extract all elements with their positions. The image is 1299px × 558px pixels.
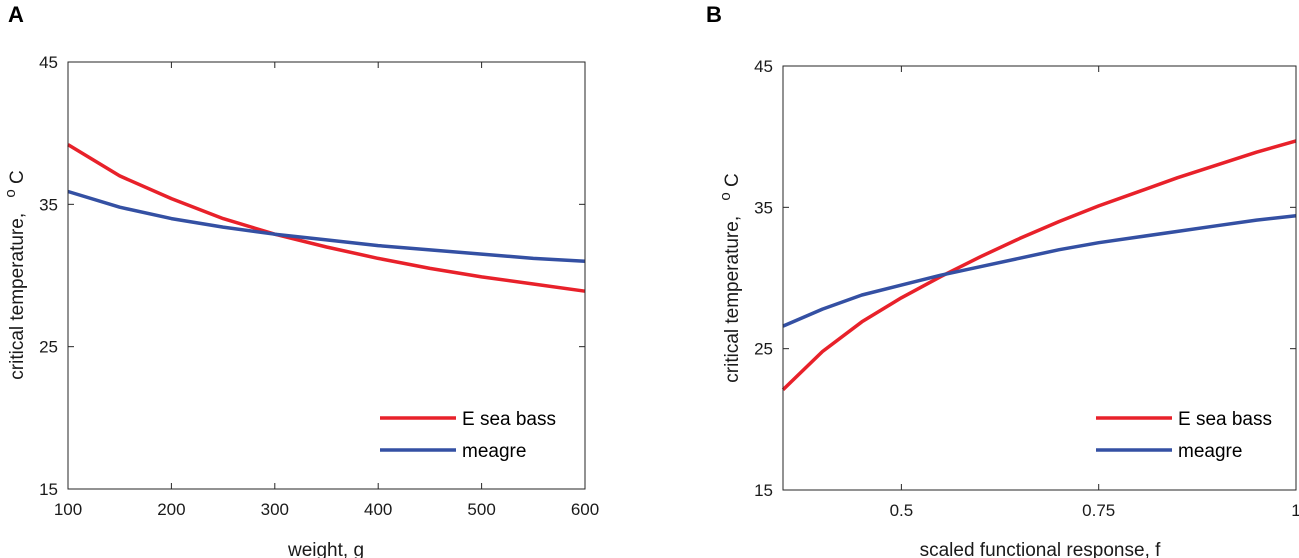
x-tick-label-a-1: 200 (157, 500, 185, 519)
legend-label-a-meagre: meagre (462, 441, 526, 462)
plot-frame-b (782, 65, 1297, 491)
x-tick-label-a-0: 100 (54, 500, 82, 519)
plot-lines-b (781, 139, 1297, 391)
y-axis-label-degree-b: o (717, 192, 734, 200)
y-tick-label-b-1: 25 (754, 340, 773, 359)
ticks-a (67, 61, 586, 490)
panel-a: A 100 200 300 400 500 600 15 25 35 45 weight, g c… (0, 2, 599, 558)
ticks-b (783, 65, 1297, 491)
y-axis-label-main-b: critical temperature, (722, 216, 743, 383)
x-tick-label-a-2: 300 (261, 500, 289, 519)
panel-letter-a: A (8, 2, 24, 27)
y-tick-label-b-0: 15 (754, 481, 773, 500)
legend-label-b-e-sea-bass: E sea bass (1178, 409, 1272, 430)
x-tick-label-b-2: 1 (1291, 501, 1299, 520)
legend-a: E sea bass meagre (380, 409, 556, 462)
y-tick-label-b-2: 35 (754, 198, 773, 217)
x-tick-label-b-1: 0.75 (1082, 501, 1115, 520)
series-line-b-e-sea-bass (781, 139, 1297, 391)
panel-b: B 0.5 0.75 1 15 25 35 45 scaled functional res… (706, 2, 1299, 558)
y-tick-label-a-0: 15 (39, 480, 58, 499)
tick-labels-a: 100 200 300 400 500 600 15 25 35 45 (39, 53, 599, 519)
y-axis-label-unit-a: C (7, 170, 28, 184)
y-axis-label-main-a: critical temperature, (7, 213, 28, 380)
y-tick-label-a-2: 35 (39, 195, 58, 214)
y-axis-label-a: critical temperature, o C (0, 170, 28, 379)
x-tick-label-a-4: 500 (467, 500, 495, 519)
panel-letter-b: B (706, 2, 722, 27)
x-axis-label-b: scaled functional response, f (920, 540, 1162, 558)
y-axis-label-degree-a: o (2, 189, 19, 197)
y-axis-label-unit-b: C (722, 173, 743, 187)
y-axis-label-b: critical temperature, o C (714, 173, 743, 382)
plot-lines-a (67, 143, 586, 293)
legend-label-b-meagre: meagre (1178, 441, 1242, 462)
plot-frame-a (67, 61, 586, 490)
y-axis-label-text-a: critical temperature, o C (0, 170, 28, 379)
y-axis-label-text-b: critical temperature, o C (714, 173, 743, 382)
legend-label-a-e-sea-bass: E sea bass (462, 409, 556, 430)
x-axis-label-a: weight, g (287, 540, 364, 558)
y-tick-label-a-3: 45 (39, 53, 58, 72)
series-line-a-e-sea-bass (67, 143, 586, 293)
series-line-b-meagre (782, 214, 1297, 328)
series-line-a-meagre (67, 189, 586, 264)
x-tick-label-b-0: 0.5 (890, 501, 914, 520)
tick-labels-b: 0.5 0.75 1 15 25 35 45 (754, 57, 1299, 520)
y-tick-label-a-1: 25 (39, 338, 58, 357)
y-tick-label-b-3: 45 (754, 57, 773, 76)
legend-b: E sea bass meagre (1096, 409, 1272, 462)
x-tick-label-a-3: 400 (364, 500, 392, 519)
x-tick-label-a-5: 600 (571, 500, 599, 519)
